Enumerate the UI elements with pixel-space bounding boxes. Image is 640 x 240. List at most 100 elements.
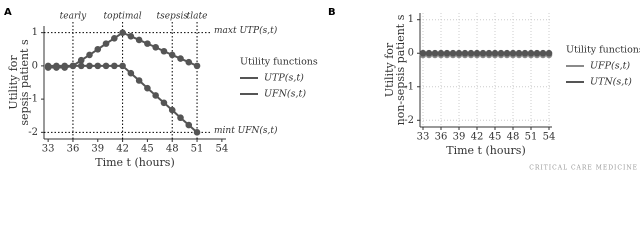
data-point — [94, 45, 102, 53]
data-point — [168, 51, 176, 59]
data-point — [193, 129, 201, 136]
data-point — [102, 62, 110, 70]
data-point — [77, 56, 85, 64]
data-point — [539, 49, 547, 57]
data-point — [127, 33, 135, 40]
data-point — [111, 62, 118, 70]
y-tick-label: -2 — [404, 115, 414, 126]
data-point — [193, 62, 201, 70]
y-tick-label: 1 — [408, 14, 414, 25]
panel-label: B — [328, 7, 336, 18]
data-point — [461, 49, 469, 57]
data-point — [152, 43, 159, 51]
reference-label: mint UFN(s,t) — [214, 125, 278, 136]
data-point — [86, 62, 93, 70]
y-axis-title: Utility for — [383, 42, 396, 97]
x-tick-label: 36 — [67, 144, 80, 155]
x-tick-label: 39 — [91, 144, 104, 155]
data-point — [69, 62, 77, 70]
data-point — [135, 77, 143, 84]
data-point — [545, 49, 553, 57]
x-tick-label: 51 — [191, 144, 204, 155]
data-point — [119, 62, 126, 70]
data-point — [144, 40, 151, 47]
data-point — [86, 51, 93, 59]
x-tick-label: 48 — [166, 144, 179, 155]
data-point — [177, 55, 184, 62]
y-tick-label: 1 — [32, 27, 38, 38]
x-tick-label: 54 — [215, 144, 228, 155]
legend-title: Utility functions — [566, 45, 640, 56]
data-point — [152, 92, 159, 99]
reference-label: toptimal — [104, 12, 142, 22]
figure: CRITICAL CARE MEDICINE A10-1-233 36 39 42 45… — [4, 7, 640, 172]
y-tick-label: 0 — [32, 60, 38, 71]
x-axis-title: Time t (hours) — [446, 144, 526, 157]
data-point — [44, 62, 52, 70]
data-point — [515, 49, 523, 57]
reference-label: tsepsis — [157, 12, 189, 22]
x-tick-label: 45 — [141, 144, 154, 155]
data-point — [425, 49, 433, 57]
data-point — [479, 49, 487, 57]
x-tick-label: 45 — [489, 132, 502, 143]
data-point — [455, 49, 463, 57]
data-point — [467, 49, 475, 57]
x-tick-label: 36 — [435, 132, 448, 143]
panel-label: A — [4, 7, 12, 18]
y-tick-label: 0 — [408, 48, 414, 59]
y-tick-label: -1 — [404, 81, 414, 92]
data-point — [94, 62, 102, 70]
legend-label: UTN(s,t) — [590, 77, 632, 88]
x-tick-label: 54 — [543, 132, 556, 143]
x-tick-label: 51 — [525, 132, 538, 143]
data-point — [527, 49, 535, 57]
data-point — [177, 114, 184, 122]
watermark: CRITICAL CARE MEDICINE — [529, 165, 638, 172]
x-axis-title: Time t (hours) — [95, 156, 175, 169]
y-axis-title: non-sepsis patient s — [394, 14, 407, 125]
x-tick-label: 48 — [507, 132, 520, 143]
x-tick-label: 33 — [417, 132, 430, 143]
data-point — [449, 49, 457, 57]
y-tick-label: -2 — [28, 127, 38, 138]
legend-title: Utility functions — [240, 57, 318, 68]
data-point — [503, 49, 511, 57]
data-point — [443, 49, 451, 57]
data-point — [53, 62, 60, 70]
data-point — [497, 49, 505, 57]
data-point — [168, 106, 176, 114]
data-point — [127, 69, 135, 77]
data-point — [135, 36, 143, 44]
data-point — [431, 49, 439, 57]
data-point — [102, 40, 110, 47]
x-tick-label: 42 — [116, 144, 129, 155]
y-axis-title: sepsis patient s — [18, 39, 31, 126]
reference-label: tlate — [187, 12, 208, 22]
legend-label: UFP(s,t) — [590, 61, 630, 72]
x-tick-label: 33 — [42, 144, 55, 155]
data-point — [61, 62, 68, 70]
data-point — [77, 62, 85, 70]
data-point — [521, 49, 529, 57]
data-point — [473, 49, 481, 57]
data-point — [485, 49, 493, 57]
data-point — [437, 49, 445, 57]
data-point — [119, 29, 126, 36]
legend-label: UTP(s,t) — [264, 73, 304, 84]
x-tick-label: 39 — [453, 132, 466, 143]
legend-label: UFN(s,t) — [264, 89, 306, 100]
data-point — [419, 49, 427, 57]
y-tick-label: -1 — [28, 94, 38, 105]
reference-label: maxt UTP(s,t) — [214, 25, 278, 36]
reference-label: tearly — [60, 12, 87, 22]
data-point — [509, 49, 517, 57]
data-point — [185, 121, 193, 129]
data-point — [111, 34, 118, 42]
data-point — [185, 58, 193, 66]
data-point — [160, 99, 168, 107]
x-tick-label: 42 — [471, 132, 484, 143]
data-point — [160, 47, 168, 55]
y-axis-title: Utility for — [7, 55, 20, 110]
data-point — [491, 49, 499, 57]
